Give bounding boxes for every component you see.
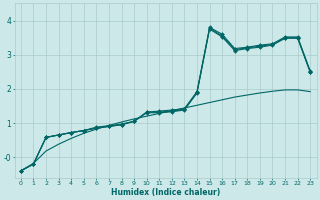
- X-axis label: Humidex (Indice chaleur): Humidex (Indice chaleur): [111, 188, 220, 197]
